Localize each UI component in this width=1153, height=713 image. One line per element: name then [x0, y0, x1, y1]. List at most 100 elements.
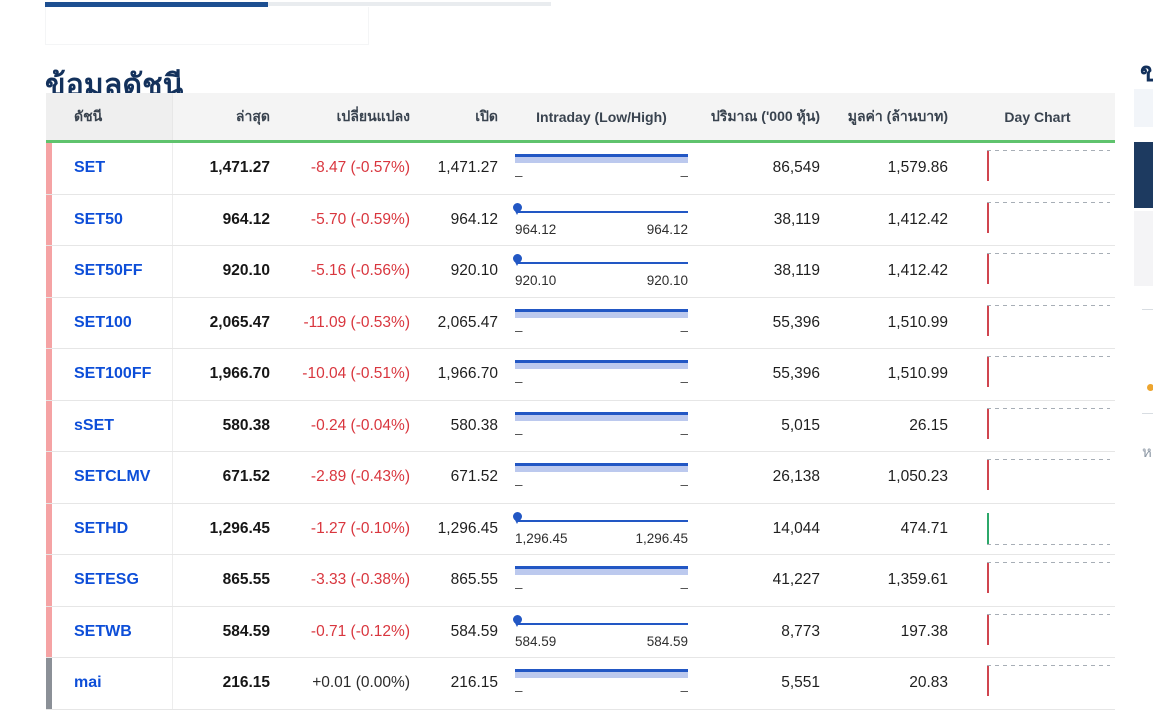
- open-value: 1,471.27: [437, 159, 498, 177]
- table-row[interactable]: SET50FF 920.10 -5.16 (-0.56%) 920.10 920…: [46, 246, 1115, 298]
- col-header-intraday: Intraday (Low/High): [536, 108, 667, 125]
- intraday-low-high: 920.10 920.10: [515, 273, 688, 288]
- table-row[interactable]: SETCLMV 671.52 -2.89 (-0.43%) 671.52 – –…: [46, 452, 1115, 504]
- row-accent-bar: [46, 349, 52, 400]
- sparkline-vertical-tick: [987, 613, 989, 645]
- table-row[interactable]: SET100 2,065.47 -11.09 (-0.53%) 2,065.47…: [46, 297, 1115, 349]
- index-link[interactable]: SETESG: [74, 571, 139, 589]
- right-edge-navy-box: [1134, 142, 1153, 208]
- daychart-cell: [960, 401, 1115, 452]
- daychart-cell: [960, 607, 1115, 658]
- table-row[interactable]: SETESG 865.55 -3.33 (-0.38%) 865.55 – – …: [46, 555, 1115, 607]
- col-header-daychart: Day Chart: [1004, 108, 1071, 125]
- index-table-header: ดัชนี ล่าสุด เปลี่ยนแปลง เปิด Intraday (…: [46, 93, 1115, 143]
- table-row[interactable]: sSET 580.38 -0.24 (-0.04%) 580.38 – – 5,…: [46, 400, 1115, 452]
- volume-value: 5,015: [781, 416, 820, 434]
- intraday-low: –: [515, 425, 523, 441]
- open-value: 2,065.47: [437, 313, 498, 331]
- intraday-low-high: – –: [515, 323, 688, 338]
- intraday-low: –: [515, 580, 523, 595]
- open-value: 1,296.45: [437, 519, 498, 537]
- daychart-sparkline: [987, 511, 1110, 548]
- volume-value: 86,549: [772, 159, 820, 177]
- daychart-sparkline: [987, 562, 1110, 599]
- index-link[interactable]: SET100: [74, 313, 132, 331]
- change-value: -2.89 (-0.43%): [310, 468, 410, 486]
- table-row[interactable]: mai 216.15 +0.01 (0.00%) 216.15 – – 5,55…: [46, 658, 1115, 710]
- sparkline-dashed-baseline: [987, 356, 1110, 358]
- table-row[interactable]: SET 1,471.27 -8.47 (-0.57%) 1,471.27 – –…: [46, 143, 1115, 195]
- active-tab-underline[interactable]: [45, 2, 268, 7]
- last-value: 1,966.70: [209, 365, 270, 383]
- intraday-low-high: – –: [515, 374, 688, 389]
- open-value: 671.52: [450, 468, 498, 486]
- right-edge-separator: [1142, 413, 1153, 414]
- open-value: 580.38: [450, 416, 498, 434]
- index-link[interactable]: SETWB: [74, 622, 132, 640]
- intraday-slider-pin-icon: [513, 202, 522, 215]
- intraday-slider-track: [516, 262, 688, 264]
- intraday-low: 964.12: [515, 221, 557, 237]
- intraday-high: –: [680, 425, 688, 441]
- value-value: 1,579.86: [887, 159, 948, 177]
- change-cell: -11.09 (-0.53%): [282, 298, 420, 349]
- value-value: 474.71: [900, 519, 948, 537]
- volume-value: 41,227: [772, 571, 820, 589]
- index-link[interactable]: SET50FF: [74, 262, 143, 280]
- sparkline-vertical-tick: [987, 665, 989, 696]
- index-link[interactable]: SET: [74, 159, 106, 177]
- index-link[interactable]: sSET: [74, 416, 115, 434]
- volume-value: 14,044: [772, 519, 820, 537]
- row-accent-bar: [46, 658, 52, 709]
- sparkline-vertical-tick: [987, 201, 989, 233]
- intraday-cell: – –: [508, 555, 695, 606]
- index-link[interactable]: SETCLMV: [74, 468, 151, 486]
- row-accent-bar: [46, 143, 52, 194]
- change-cell: +0.01 (0.00%): [282, 658, 420, 709]
- daychart-sparkline: [987, 304, 1110, 342]
- intraday-slider: [513, 254, 688, 266]
- intraday-cell: – –: [508, 143, 695, 194]
- intraday-low-high: – –: [515, 683, 688, 698]
- intraday-low: –: [515, 477, 523, 492]
- index-link[interactable]: SET50: [74, 210, 123, 228]
- intraday-high: 1,296.45: [635, 530, 688, 546]
- volume-value: 26,138: [772, 468, 820, 486]
- volume-value: 38,119: [773, 262, 820, 280]
- intraday-high: 964.12: [646, 221, 688, 237]
- col-header-index: ดัชนี: [46, 93, 173, 140]
- intraday-range-bar: [515, 669, 688, 678]
- intraday-cell: – –: [508, 298, 695, 349]
- table-row[interactable]: SET100FF 1,966.70 -10.04 (-0.51%) 1,966.…: [46, 349, 1115, 401]
- intraday-slider: [513, 511, 688, 524]
- value-value: 1,359.61: [887, 571, 948, 589]
- intraday-high: –: [680, 322, 688, 338]
- index-table: ดัชนี ล่าสุด เปลี่ยนแปลง เปิด Intraday (…: [46, 93, 1115, 710]
- daychart-sparkline: [987, 253, 1110, 290]
- index-link[interactable]: SETHD: [74, 519, 129, 537]
- table-row[interactable]: SET50 964.12 -5.70 (-0.59%) 964.12 964.1…: [46, 194, 1115, 246]
- last-value: 865.55: [222, 571, 270, 589]
- table-row[interactable]: SETWB 584.59 -0.71 (-0.12%) 584.59 584.5…: [46, 606, 1115, 658]
- row-accent-bar: [46, 297, 52, 348]
- col-header-value: มูลค่า (ล้านบาท): [847, 107, 948, 124]
- daychart-sparkline: [987, 459, 1110, 496]
- daychart-sparkline: [987, 356, 1110, 393]
- intraday-low: –: [515, 374, 523, 389]
- row-accent-bar: [46, 194, 52, 245]
- value-value: 1,510.99: [887, 365, 948, 383]
- intraday-range-bar: [515, 566, 688, 575]
- intraday-range-bar-band: [515, 569, 688, 575]
- inactive-tab-underline[interactable]: [268, 2, 551, 6]
- volume-value: 8,773: [781, 622, 820, 640]
- intraday-low: –: [515, 683, 523, 698]
- right-edge-separator: [1142, 309, 1153, 310]
- last-value: 216.15: [222, 674, 270, 692]
- table-row[interactable]: SETHD 1,296.45 -1.27 (-0.10%) 1,296.45 1…: [46, 503, 1115, 555]
- sparkline-dashed-baseline: [987, 253, 1110, 255]
- index-link[interactable]: mai: [74, 674, 102, 692]
- intraday-high: –: [680, 374, 688, 389]
- index-link[interactable]: SET100FF: [74, 365, 152, 383]
- index-cell: SETCLMV: [46, 452, 173, 503]
- change-cell: -0.71 (-0.12%): [282, 607, 420, 658]
